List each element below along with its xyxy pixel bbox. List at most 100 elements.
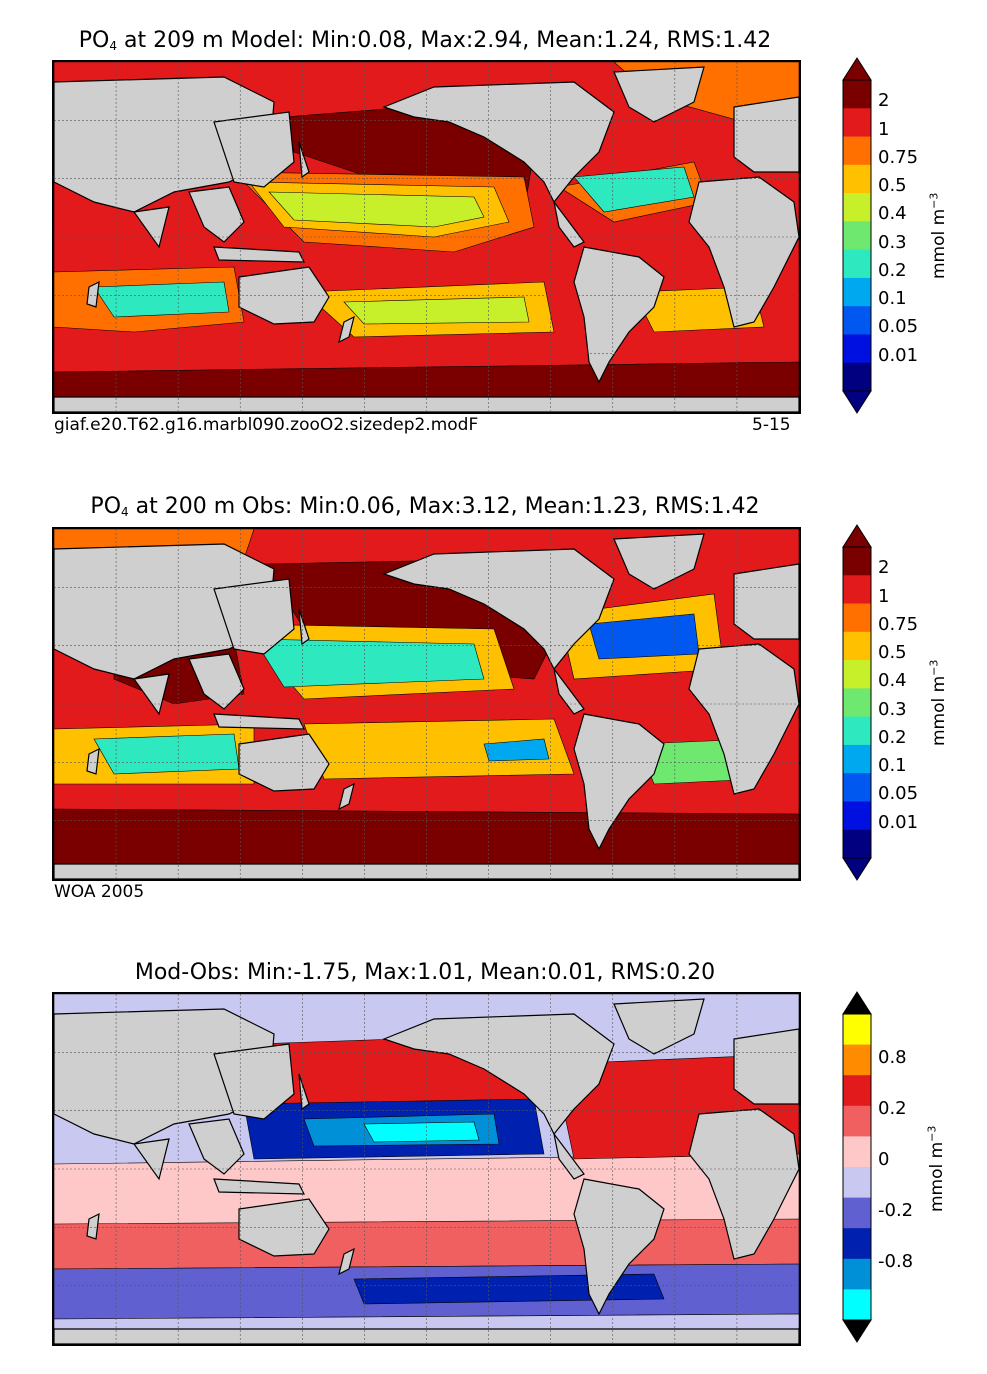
panel-3-colorbar-svg	[842, 991, 872, 1343]
panel-3-units-text: mmol m	[927, 1141, 948, 1213]
graticule	[54, 62, 799, 412]
colorbar-segment	[843, 829, 871, 859]
colorbar-segment	[843, 603, 871, 633]
land-south-america	[573, 713, 665, 851]
colorbar-segment	[843, 1167, 871, 1199]
colorbar-tick-label: 0.8	[878, 1047, 907, 1068]
colorbar-tick-label: 0.75	[878, 613, 919, 635]
land-antarctica	[54, 1328, 799, 1344]
band-south-pacific-core	[343, 296, 530, 325]
colorbar-segment	[843, 1136, 871, 1168]
colorbar-segment	[843, 1228, 871, 1260]
panel-2-colorbar	[842, 524, 872, 881]
panel-1-caption-left: giaf.e20.T62.g16.marbl090.zooO2.sizedep2…	[54, 415, 479, 435]
colorbar-segment	[843, 716, 871, 746]
graticule	[54, 529, 799, 879]
land-eurasia-west	[54, 1008, 275, 1145]
colorbar-extend-bottom	[842, 390, 872, 414]
colorbar-tick-label: 2	[878, 557, 890, 579]
panel-3-title: Mod-Obs: Min:-1.75, Max:1.01, Mean:0.01,…	[30, 960, 820, 985]
land-indonesia	[213, 713, 305, 730]
panel-1-title: PO4 at 209 m Model: Min:0.08, Max:2.94, …	[30, 28, 820, 53]
land-new-zealand	[338, 782, 355, 811]
colorbar-segment	[843, 1044, 871, 1076]
land-new-zealand	[338, 1247, 355, 1276]
land-africa	[688, 176, 799, 328]
panel-1-units-exp: −3	[927, 192, 941, 209]
colorbar-tick-label: 0.5	[878, 642, 907, 664]
colorbar-tick-label: 0.01	[878, 811, 919, 833]
land-europe	[733, 96, 799, 173]
panel-3-colorbar	[842, 991, 872, 1343]
colorbar-tick-label: 1	[878, 118, 890, 140]
land-greenland	[613, 66, 705, 123]
land-se-asia	[188, 1118, 245, 1175]
colorbar-segment	[843, 773, 871, 802]
colorbar-tick-label: 0.2	[878, 1098, 907, 1119]
land-se-asia	[188, 186, 245, 243]
colorbar-segment	[843, 334, 871, 364]
colorbar-segment	[843, 547, 871, 576]
land-japan	[298, 141, 310, 179]
panel-3-map-svg	[54, 994, 799, 1344]
band-indian-gyre	[93, 281, 230, 318]
colorbar-segment	[843, 80, 871, 109]
land-madagascar	[86, 280, 100, 308]
land-japan	[298, 608, 310, 646]
land-africa	[688, 643, 799, 795]
colorbar-tick-label: 0.05	[878, 316, 919, 338]
land-europe	[733, 1028, 799, 1105]
band-pacific-gyre-core	[268, 191, 485, 228]
land-new-zealand	[338, 315, 355, 344]
land-greenland	[613, 998, 705, 1055]
colorbar-segment	[843, 164, 871, 194]
colorbar-segment	[843, 193, 871, 222]
colorbar-segment	[843, 1075, 871, 1107]
colorbar-tick-label: 0.3	[878, 698, 907, 720]
colorbar-segment	[843, 136, 871, 166]
panel-1-map-svg	[54, 62, 799, 412]
land-east-asia	[213, 578, 295, 655]
colorbar-segment	[843, 1014, 871, 1046]
colorbar-segment	[843, 744, 871, 774]
panel-2-units: mmol m−3	[927, 660, 949, 746]
colorbar-tick-label: 0.4	[878, 203, 907, 225]
land-mask	[54, 66, 799, 412]
panel-1-units: mmol m−3	[927, 193, 949, 279]
colorbar-segment	[843, 631, 871, 661]
colorbar-tick-label: 0.2	[878, 259, 907, 281]
panel-2-var: PO	[90, 494, 122, 519]
colorbar-tick-label: 0.1	[878, 288, 907, 310]
colorbar-segment	[843, 221, 871, 251]
panel-3-map	[52, 992, 801, 1346]
land-madagascar	[86, 1212, 100, 1240]
colorbar-segment	[843, 108, 871, 138]
panel-1-units-text: mmol m	[929, 208, 950, 280]
panel-2-sub: 4	[121, 505, 129, 519]
land-indonesia	[213, 1178, 305, 1195]
colorbar-tick-label: 0.05	[878, 783, 919, 805]
panel-2-map-svg	[54, 529, 799, 879]
panel-1-map	[52, 60, 801, 414]
colorbar-segment	[843, 801, 871, 831]
panel-2-units-text: mmol m	[929, 675, 950, 747]
land-india	[132, 673, 170, 716]
land-east-asia	[213, 111, 295, 188]
panel-2-title: PO4 at 200 m Obs: Min:0.06, Max:3.12, Me…	[30, 494, 820, 519]
panel-3-title-rest: Mod-Obs: Min:-1.75, Max:1.01, Mean:0.01,…	[134, 960, 716, 985]
panel-1-colorbar	[842, 57, 872, 414]
land-antarctica	[54, 863, 799, 879]
colorbar-segment	[843, 1258, 871, 1290]
colorbar-segment	[843, 249, 871, 279]
colorbar-tick-label: 0.01	[878, 344, 919, 366]
land-eurasia-west	[54, 543, 275, 680]
land-mask	[54, 533, 799, 879]
colorbar-tick-label: 2	[878, 90, 890, 112]
colorbar-segment	[843, 277, 871, 307]
land-south-america	[573, 1178, 665, 1316]
colorbar-tick-label: 0.75	[878, 146, 919, 168]
colorbar-tick-label: 0.3	[878, 231, 907, 253]
land-antarctica	[54, 396, 799, 412]
colorbar-extend-top	[842, 991, 872, 1015]
colorbar-tick-label: 0.1	[878, 755, 907, 777]
